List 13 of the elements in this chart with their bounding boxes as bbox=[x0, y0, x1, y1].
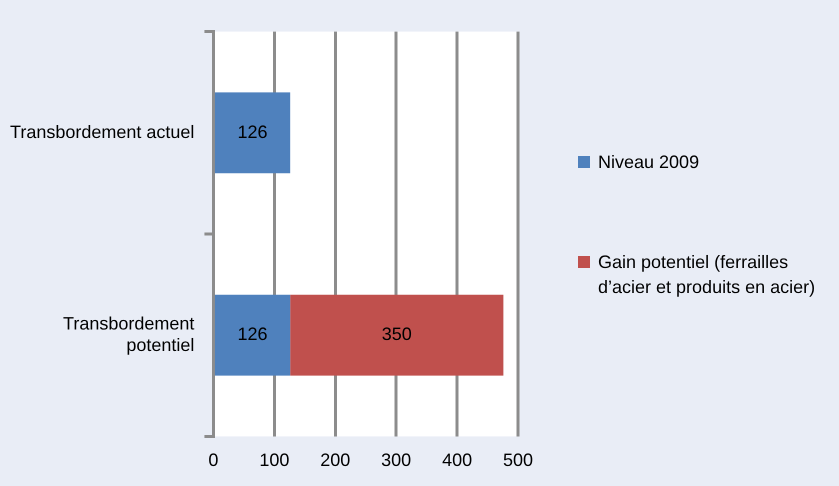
data-label: 350 bbox=[382, 324, 412, 344]
x-tick-label: 400 bbox=[442, 450, 472, 470]
data-label: 126 bbox=[238, 122, 268, 142]
legend-label: Gain potentiel (ferrailles d’acier et produits en acier) bbox=[598, 251, 816, 299]
y-tick-label: Transbordement actuel bbox=[10, 122, 194, 142]
x-tick-label: 200 bbox=[320, 450, 350, 470]
legend-label: Niveau 2009 bbox=[598, 151, 700, 174]
data-label: 126 bbox=[238, 324, 268, 344]
x-tick-label: 0 bbox=[208, 450, 218, 470]
x-tick-label: 500 bbox=[502, 450, 534, 470]
x-tick-label: 100 bbox=[259, 450, 290, 470]
x-tick-label: 300 bbox=[381, 450, 412, 470]
y-tick-label: Transbordement potentiel bbox=[63, 313, 194, 355]
